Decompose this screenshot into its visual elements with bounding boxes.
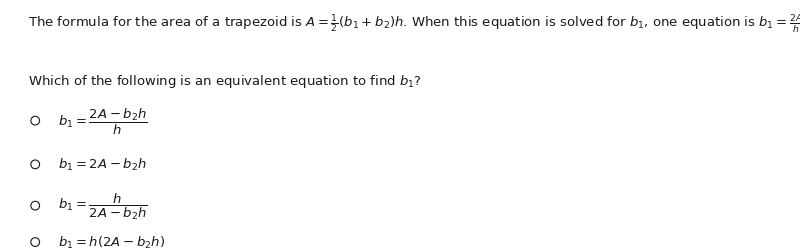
Text: The formula for the area of a trapezoid is $A=\frac{1}{2}(b_1+b_2)h$. When this : The formula for the area of a trapezoid …: [27, 12, 800, 35]
Text: Which of the following is an equivalent equation to find $b_1$?: Which of the following is an equivalent …: [27, 73, 422, 90]
Text: $b_1 = 2A-b_2h$: $b_1 = 2A-b_2h$: [58, 157, 147, 173]
Text: $b_1 = \dfrac{h}{2A-b_2h}$: $b_1 = \dfrac{h}{2A-b_2h}$: [58, 191, 148, 221]
Text: $b_1 = \dfrac{2A-b_2h}{h}$: $b_1 = \dfrac{2A-b_2h}{h}$: [58, 106, 148, 136]
Text: $b_1 = h(2A-b_2h)$: $b_1 = h(2A-b_2h)$: [58, 234, 166, 250]
